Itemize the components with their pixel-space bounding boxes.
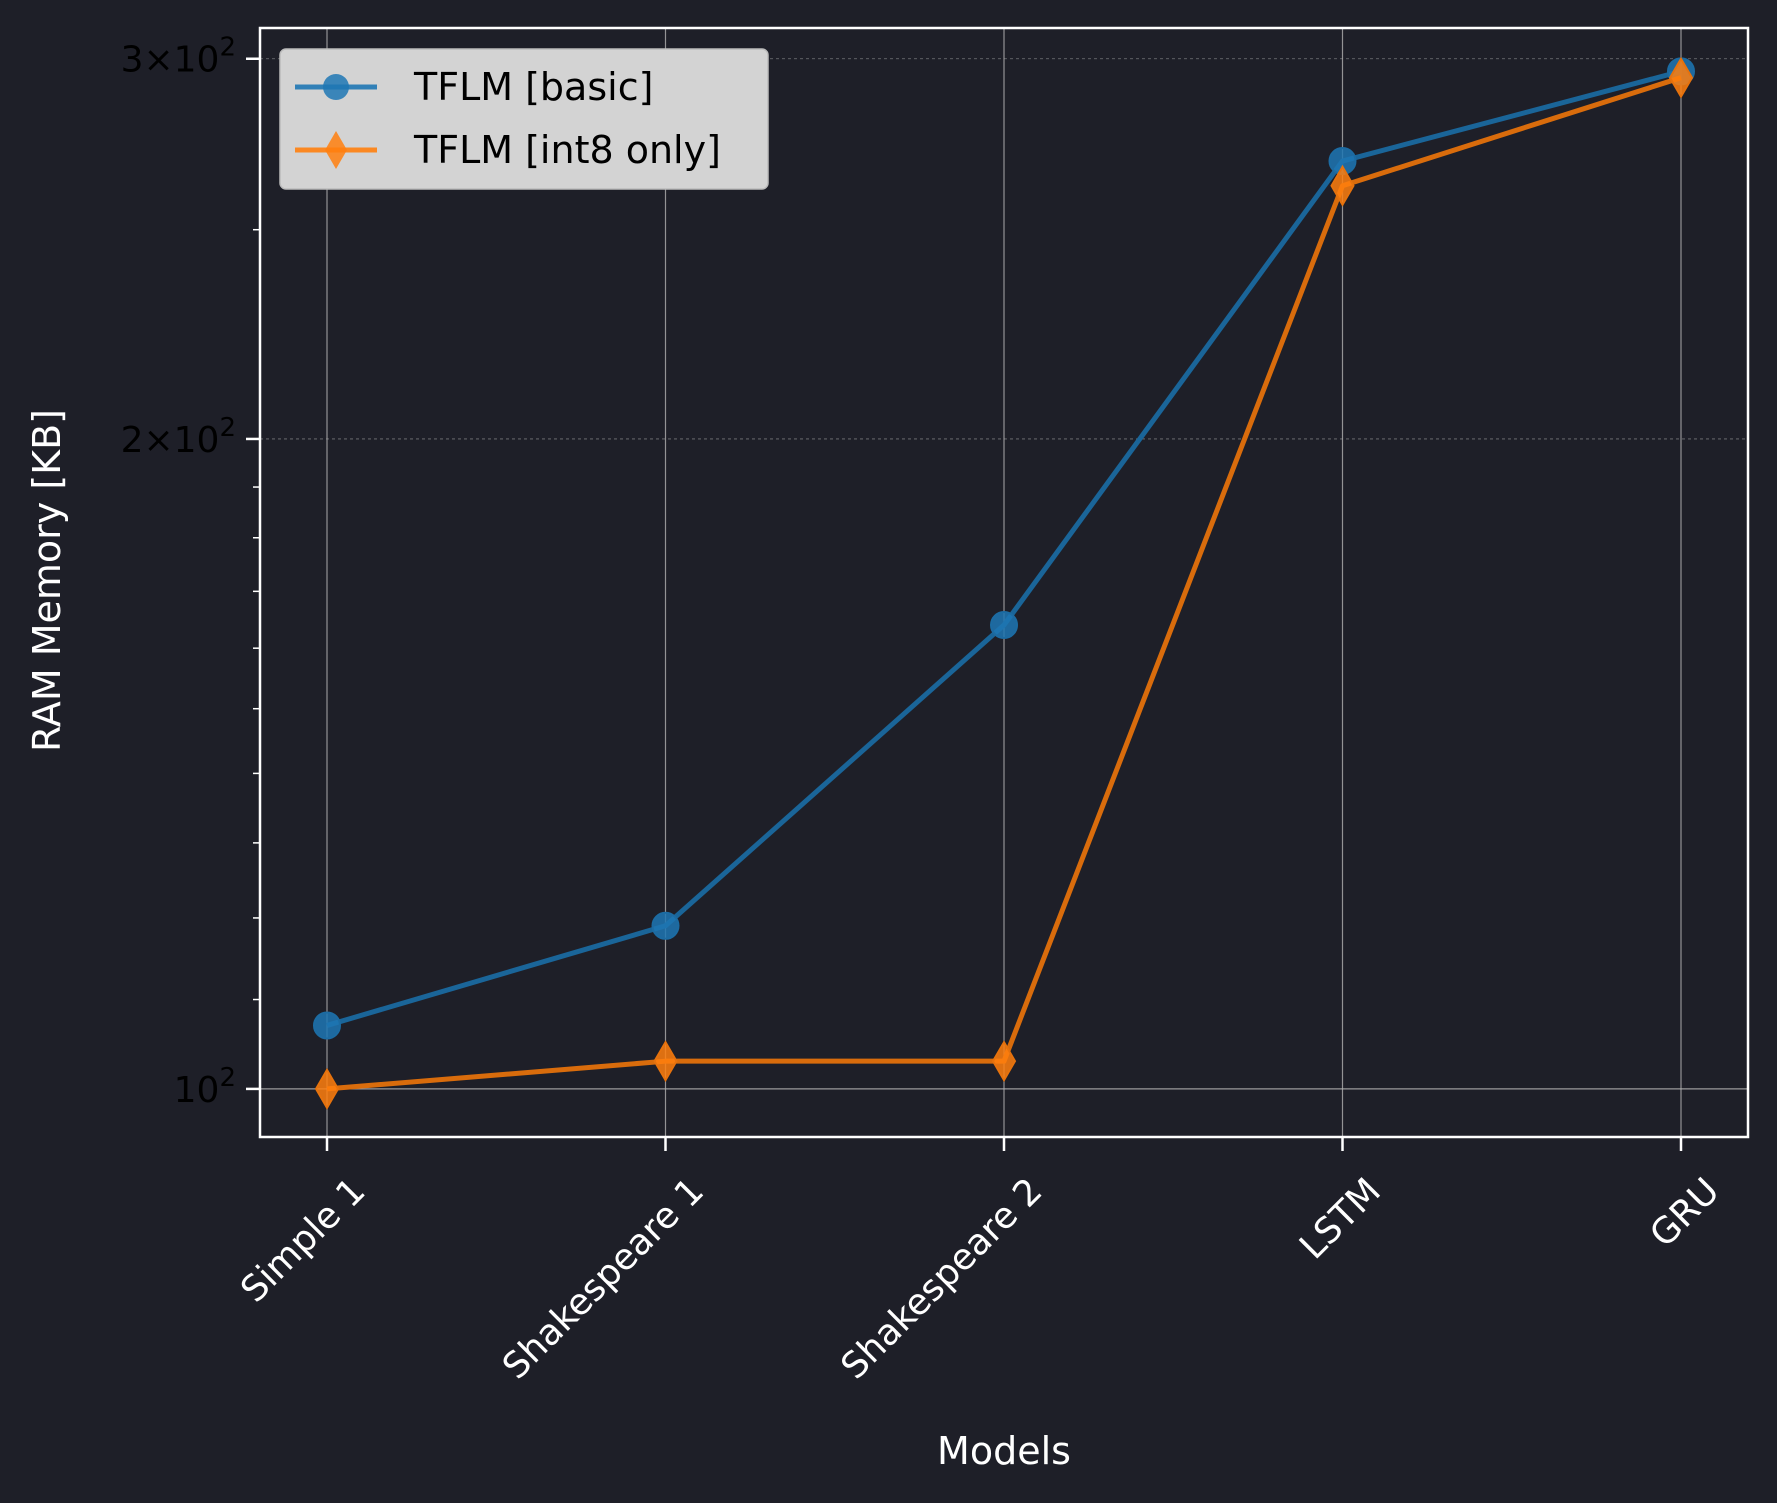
legend-label: TFLM [basic] (413, 65, 653, 109)
legend-marker-circle (323, 74, 349, 100)
legend: TFLM [basic] TFLM [int8 only] (279, 48, 769, 190)
legend-marker-diamond (325, 131, 347, 169)
data-point-diamond (991, 1040, 1017, 1083)
y-tick-base: 3×10 (121, 40, 220, 81)
y-tick-exponent: 2 (219, 413, 236, 443)
data-point-diamond (653, 1040, 678, 1083)
series-layer (313, 56, 1695, 1110)
y-tick-base: 10 (174, 1070, 220, 1111)
y-axis-label: RAM Memory [KB] (25, 409, 69, 752)
data-point-circle (990, 611, 1018, 640)
x-axis-label: Models (937, 1429, 1071, 1473)
y-tick-label: 3×102 (121, 33, 236, 81)
y-tick-base: 2×10 (121, 420, 220, 461)
data-point-circle (651, 911, 680, 940)
series-2 (314, 56, 1694, 1110)
y-tick-label: 102 (174, 1063, 236, 1111)
legend-item: TFLM [int8 only] (295, 128, 721, 172)
legend-item: TFLM [basic] (295, 65, 653, 109)
data-point-circle (313, 1011, 341, 1040)
data-point-diamond (1330, 164, 1355, 207)
data-point-diamond (1668, 56, 1694, 99)
y-tick-exponent: 2 (219, 1063, 236, 1093)
data-point-diamond (314, 1067, 340, 1110)
y-tick-label: 2×102 (121, 413, 236, 461)
legend-label: TFLM [int8 only] (413, 128, 721, 172)
y-tick-exponent: 2 (219, 33, 236, 63)
legend-box (279, 48, 769, 190)
